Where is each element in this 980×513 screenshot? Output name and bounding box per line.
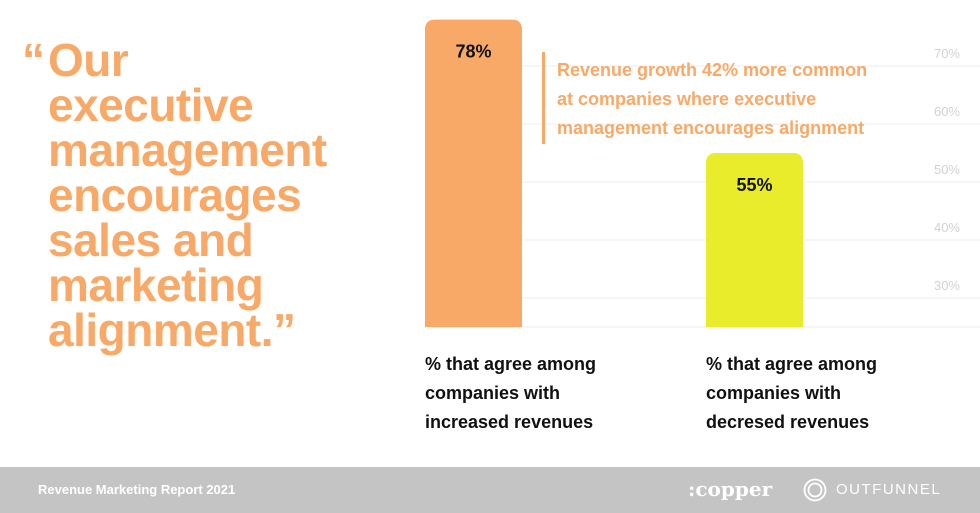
caption-line: % that agree among	[425, 354, 597, 374]
bar-increased-revenues	[425, 19, 522, 327]
quote-line: Our	[48, 34, 129, 86]
footer: Revenue Marketing Report 2021 :copper OU…	[0, 467, 980, 513]
caption-line: companies with	[706, 383, 842, 403]
bar-value-label: 55%	[736, 175, 772, 195]
outfunnel-logo-icon	[803, 478, 827, 502]
caption-line: % that agree among	[706, 354, 878, 374]
report-title: Revenue Marketing Report 2021	[38, 482, 236, 497]
callout-line: management encourages alignment	[557, 118, 865, 138]
y-tick-label: 70%	[934, 46, 960, 61]
quote-line: sales and	[48, 214, 254, 266]
bar-value-label: 78%	[455, 42, 491, 62]
quote-open-mark: “	[22, 34, 45, 86]
bar-caption-decreased: % that agree among companies with decres…	[706, 350, 877, 437]
quote: “ Our executive management encourages sa…	[22, 34, 382, 356]
quote-line: management	[48, 124, 327, 176]
callout: Revenue growth 42% more common at compan…	[542, 52, 867, 144]
quote-line: encourages	[48, 169, 302, 221]
callout-line: at companies where executive	[557, 89, 817, 109]
y-tick-label: 50%	[934, 162, 960, 177]
y-tick-label: 40%	[934, 220, 960, 235]
y-tick-label: 30%	[934, 278, 960, 293]
callout-line: Revenue growth 42% more common	[557, 60, 868, 80]
bar-caption-increased: % that agree among companies with increa…	[425, 350, 596, 437]
caption-line: increased revenues	[425, 412, 594, 432]
quote-line: alignment.”	[48, 304, 296, 356]
outfunnel-logo: OUTFUNNEL	[836, 481, 942, 498]
quote-line: marketing	[48, 259, 264, 311]
bar-decreased-revenues	[706, 153, 803, 327]
caption-line: decresed revenues	[706, 412, 870, 432]
caption-line: companies with	[425, 383, 561, 403]
copper-logo: :copper	[688, 477, 773, 501]
quote-line: executive	[48, 79, 254, 131]
y-tick-label: 60%	[934, 104, 960, 119]
